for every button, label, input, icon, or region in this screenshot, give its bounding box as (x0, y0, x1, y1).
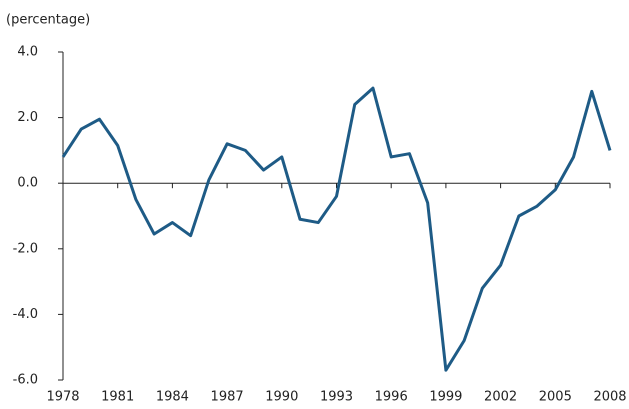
y-tick-label: 0.0 (17, 176, 38, 191)
x-tick-label: 1981 (101, 390, 134, 405)
data-line (61, 86, 612, 372)
x-tick-label: 1987 (211, 390, 244, 405)
y-axis-label: (percentage) (6, 13, 90, 28)
x-tick-label: 1990 (265, 390, 298, 405)
y-tick-label: -6.0 (13, 373, 38, 388)
x-tick-label: 2005 (539, 390, 572, 405)
x-tick-label: 2008 (593, 390, 626, 405)
y-tick-label: 2.0 (17, 110, 38, 125)
x-tick-label: 1999 (429, 390, 462, 405)
y-tick-label: -4.0 (13, 307, 38, 322)
y-tick-label: 4.0 (17, 45, 38, 60)
x-tick-label: 1996 (375, 390, 408, 405)
x-tick-label: 1984 (156, 390, 189, 405)
x-tick-label: 1978 (46, 390, 79, 405)
x-tick-label: 2002 (484, 390, 517, 405)
x-tick-label: 1993 (320, 390, 353, 405)
y-tick-label: -2.0 (13, 241, 38, 256)
